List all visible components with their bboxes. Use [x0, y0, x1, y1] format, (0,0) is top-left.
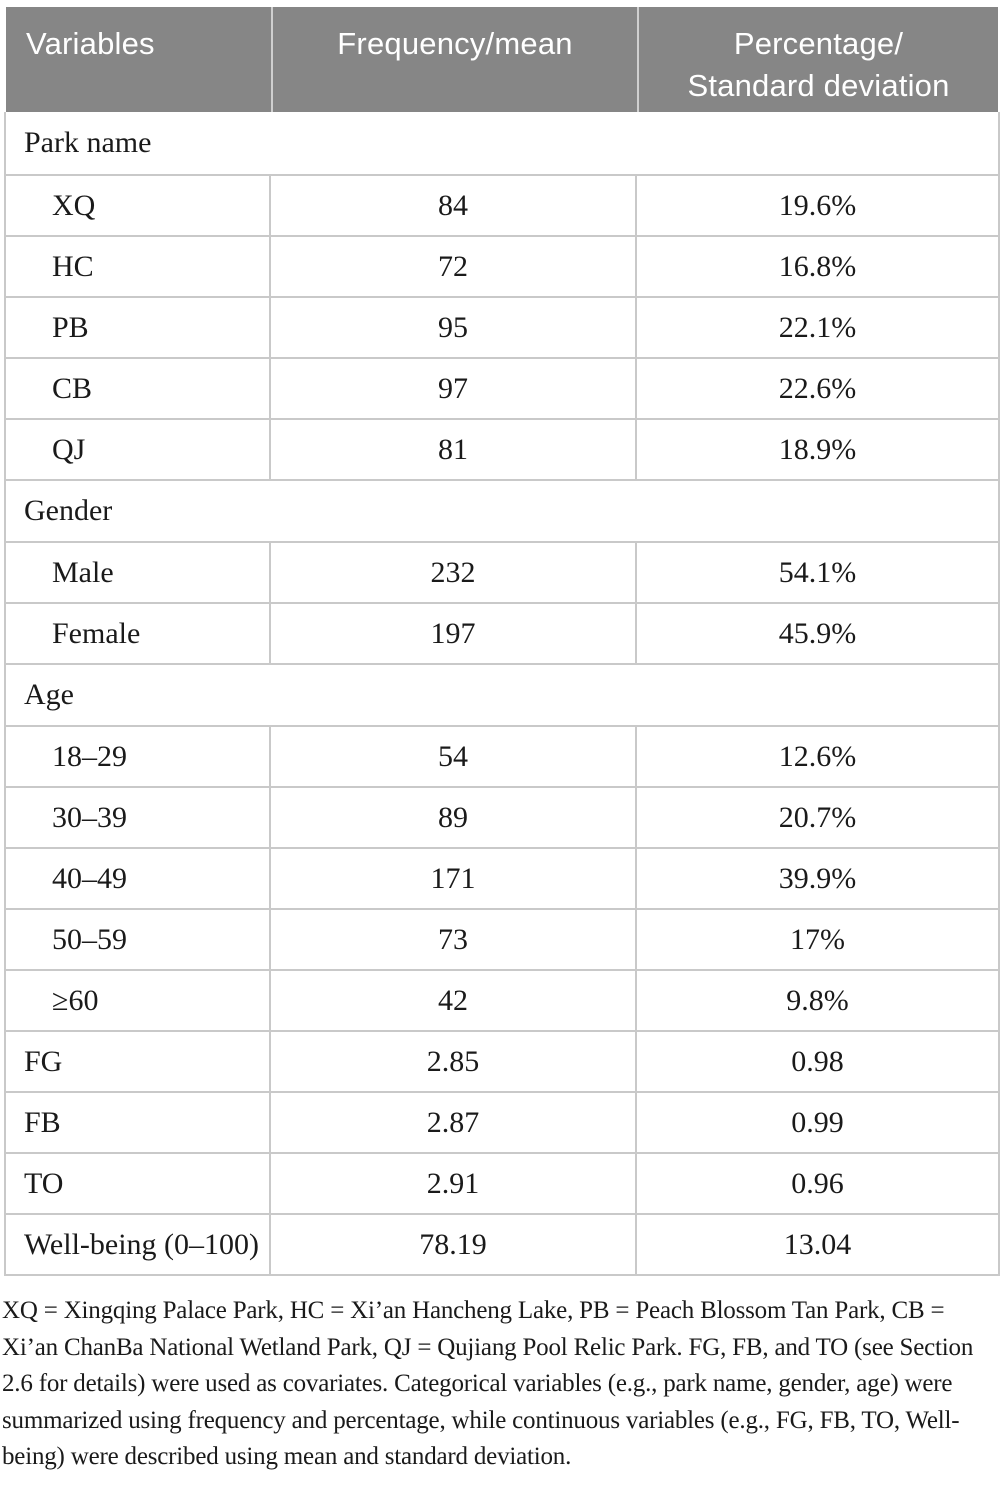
- table-row: ≥60 42 9.8%: [6, 969, 998, 1030]
- frequency-mean-cell: 2.87: [269, 1093, 635, 1152]
- row-label-cell: Well-being (0–100): [24, 1227, 260, 1261]
- frequency-mean-cell: 73: [269, 910, 635, 969]
- percentage-standard-deviation-cell: 22.6%: [635, 359, 998, 418]
- percentage-standard-deviation-cell: 16.8%: [635, 237, 998, 296]
- frequency-mean-cell: 54: [269, 727, 635, 786]
- section-label: Age: [24, 678, 74, 711]
- frequency-mean-cell: 97: [269, 359, 635, 418]
- column-header-percentage-line1: Percentage/: [733, 26, 904, 61]
- section-label: Gender: [24, 494, 113, 527]
- table-row: 40–49 171 39.9%: [6, 847, 998, 908]
- row-label-cell: 40–49: [52, 861, 127, 895]
- column-header-frequency-mean: Frequency/mean: [271, 7, 637, 112]
- percentage-standard-deviation-cell: 13.04: [635, 1215, 998, 1274]
- percentage-standard-deviation-cell: 0.98: [635, 1032, 998, 1091]
- row-label-cell: Female: [52, 616, 141, 650]
- table-row: XQ 84 19.6%: [6, 174, 998, 235]
- row-label-cell: 18–29: [52, 739, 127, 773]
- percentage-standard-deviation-cell: 20.7%: [635, 788, 998, 847]
- row-label-cell: ≥60: [52, 983, 99, 1017]
- percentage-standard-deviation-cell: 22.1%: [635, 298, 998, 357]
- percentage-standard-deviation-cell: 45.9%: [635, 604, 998, 663]
- frequency-mean-cell: 2.91: [269, 1154, 635, 1213]
- row-label-cell: 30–39: [52, 800, 127, 834]
- row-label-cell: HC: [52, 249, 94, 283]
- column-header-percentage-standard-deviation: Percentage/ Standard deviation: [637, 7, 998, 112]
- table-row: Male 232 54.1%: [6, 541, 998, 602]
- frequency-mean-cell: 95: [269, 298, 635, 357]
- row-label-cell: FB: [24, 1105, 61, 1139]
- percentage-standard-deviation-cell: 19.6%: [635, 176, 998, 235]
- row-label-cell: XQ: [52, 188, 96, 222]
- percentage-standard-deviation-cell: 17%: [635, 910, 998, 969]
- table-row: PB 95 22.1%: [6, 296, 998, 357]
- frequency-mean-cell: 89: [269, 788, 635, 847]
- column-header-standard-deviation-line2: Standard deviation: [687, 68, 950, 103]
- row-label-cell: CB: [52, 371, 93, 405]
- row-label-cell: FG: [24, 1044, 63, 1078]
- row-label-cell: PB: [52, 310, 89, 344]
- table-row: FB 2.87 0.99: [6, 1091, 998, 1152]
- frequency-mean-cell: 2.85: [269, 1032, 635, 1091]
- frequency-mean-cell: 81: [269, 420, 635, 479]
- section-row: Age: [6, 663, 998, 725]
- percentage-standard-deviation-cell: 0.96: [635, 1154, 998, 1213]
- percentage-standard-deviation-cell: 12.6%: [635, 727, 998, 786]
- frequency-mean-cell: 197: [269, 604, 635, 663]
- row-label-cell: 50–59: [52, 922, 127, 956]
- row-label-cell: QJ: [52, 432, 86, 466]
- frequency-mean-cell: 42: [269, 971, 635, 1030]
- section-row: Gender: [6, 479, 998, 541]
- percentage-standard-deviation-cell: 54.1%: [635, 543, 998, 602]
- table-row: Well-being (0–100) 78.19 13.04: [6, 1213, 998, 1274]
- table-row: CB 97 22.6%: [6, 357, 998, 418]
- section-label: Park name: [24, 126, 152, 159]
- table-row: 18–29 54 12.6%: [6, 725, 998, 786]
- table-row: 50–59 73 17%: [6, 908, 998, 969]
- table-row: TO 2.91 0.96: [6, 1152, 998, 1213]
- descriptive-statistics-table: Variables Frequency/mean Percentage/ Sta…: [4, 7, 1000, 1276]
- table-header-row: Variables Frequency/mean Percentage/ Sta…: [6, 7, 998, 112]
- table-row: FG 2.85 0.98: [6, 1030, 998, 1091]
- table-body: Park name XQ 84 19.6% HC 72 16.8% PB 95 22.1% CB 97…: [4, 112, 1000, 1276]
- row-label-cell: Male: [52, 555, 114, 589]
- percentage-standard-deviation-cell: 18.9%: [635, 420, 998, 479]
- frequency-mean-cell: 84: [269, 176, 635, 235]
- percentage-standard-deviation-cell: 9.8%: [635, 971, 998, 1030]
- frequency-mean-cell: 171: [269, 849, 635, 908]
- section-row: Park name: [6, 112, 998, 174]
- percentage-standard-deviation-cell: 0.99: [635, 1093, 998, 1152]
- table-row: QJ 81 18.9%: [6, 418, 998, 479]
- table-row: Female 197 45.9%: [6, 602, 998, 663]
- table-row: 30–39 89 20.7%: [6, 786, 998, 847]
- frequency-mean-cell: 72: [269, 237, 635, 296]
- table-footnote: XQ = Xingqing Palace Park, HC = Xi’an Ha…: [2, 1297, 974, 1470]
- frequency-mean-cell: 78.19: [269, 1215, 635, 1274]
- table-row: HC 72 16.8%: [6, 235, 998, 296]
- column-header-variables: Variables: [26, 26, 155, 61]
- row-label-cell: TO: [24, 1166, 64, 1200]
- percentage-standard-deviation-cell: 39.9%: [635, 849, 998, 908]
- paper-table-page: Variables Frequency/mean Percentage/ Sta…: [0, 7, 1004, 1476]
- frequency-mean-cell: 232: [269, 543, 635, 602]
